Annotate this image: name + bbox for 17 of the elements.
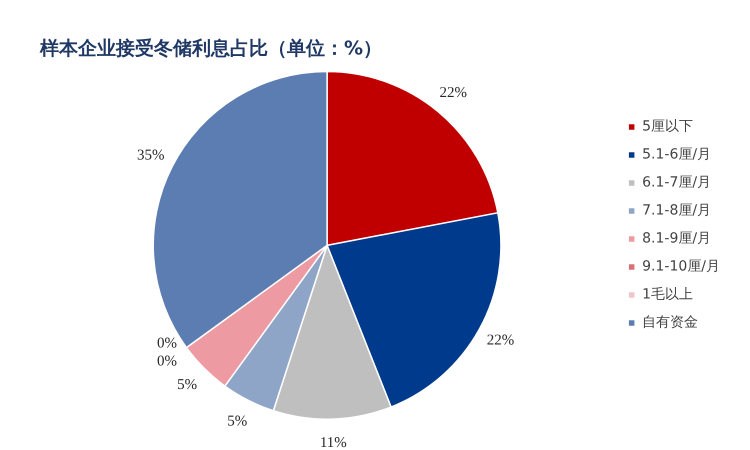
legend-label: 1毛以上 xyxy=(642,286,694,303)
legend-label: 8.1-9厘/月 xyxy=(642,230,712,247)
legend-label: 6.1-7厘/月 xyxy=(642,174,712,191)
data-label: 5% xyxy=(177,377,198,394)
data-label: 35% xyxy=(137,148,165,164)
data-label: 22% xyxy=(486,332,514,349)
data-label: 22% xyxy=(439,84,467,101)
chart-title: 样本企业接受冬储利息占比（单位：%） xyxy=(39,37,382,60)
legend-label: 7.1-8厘/月 xyxy=(642,202,712,219)
text: 0% xyxy=(157,354,178,370)
legend-label: 自有资金 xyxy=(642,314,698,331)
legend-label: 5厘以下 xyxy=(642,118,694,135)
data-label: 11% xyxy=(320,435,347,450)
data-label: 5% xyxy=(227,414,248,430)
legend-label: 9.1-10厘/月 xyxy=(642,258,720,275)
text: 0% xyxy=(157,336,178,352)
legend-label: 5.1-6厘/月 xyxy=(642,146,712,163)
